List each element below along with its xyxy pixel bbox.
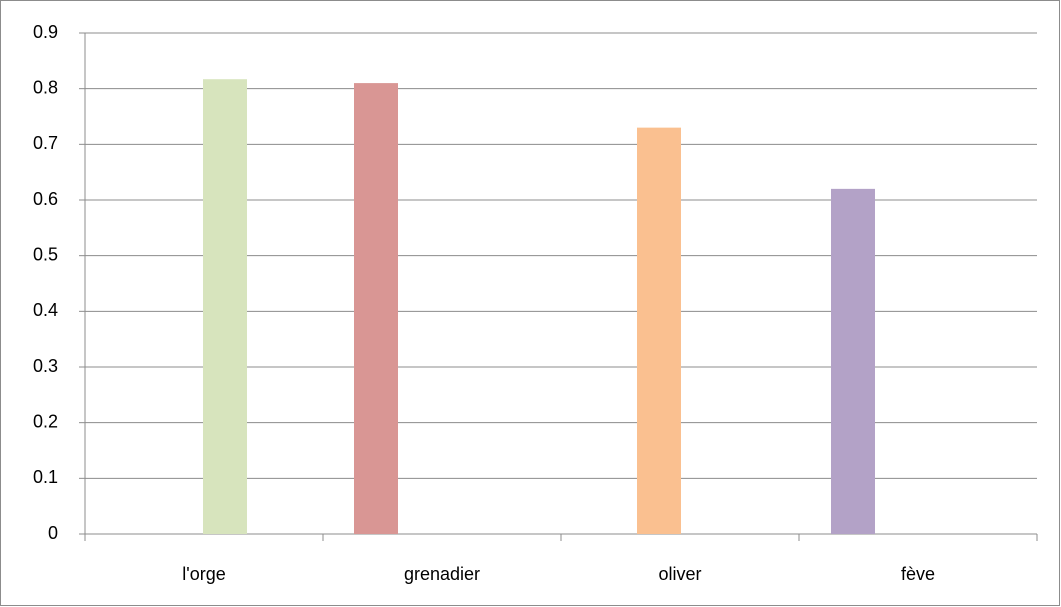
y-tick-label: 0.1 xyxy=(33,467,58,487)
x-tick-label: grenadier xyxy=(404,564,480,584)
y-tick-label: 0.2 xyxy=(33,411,58,431)
bar xyxy=(354,83,398,534)
x-tick-label: fève xyxy=(901,564,935,584)
bar xyxy=(203,79,247,534)
y-tick-label: 0.7 xyxy=(33,133,58,153)
y-tick-label: 0.9 xyxy=(33,22,58,42)
bar xyxy=(831,188,875,534)
x-tick-label: oliver xyxy=(658,564,701,584)
bar xyxy=(637,127,681,534)
y-tick-label: 0.8 xyxy=(33,77,58,97)
x-tick-label: l'orge xyxy=(182,564,225,584)
y-tick-label: 0.3 xyxy=(33,356,58,376)
y-tick-label: 0.4 xyxy=(33,300,58,320)
y-tick-label: 0.6 xyxy=(33,189,58,209)
y-tick-label: 0 xyxy=(48,523,58,543)
y-tick-label: 0.5 xyxy=(33,244,58,264)
